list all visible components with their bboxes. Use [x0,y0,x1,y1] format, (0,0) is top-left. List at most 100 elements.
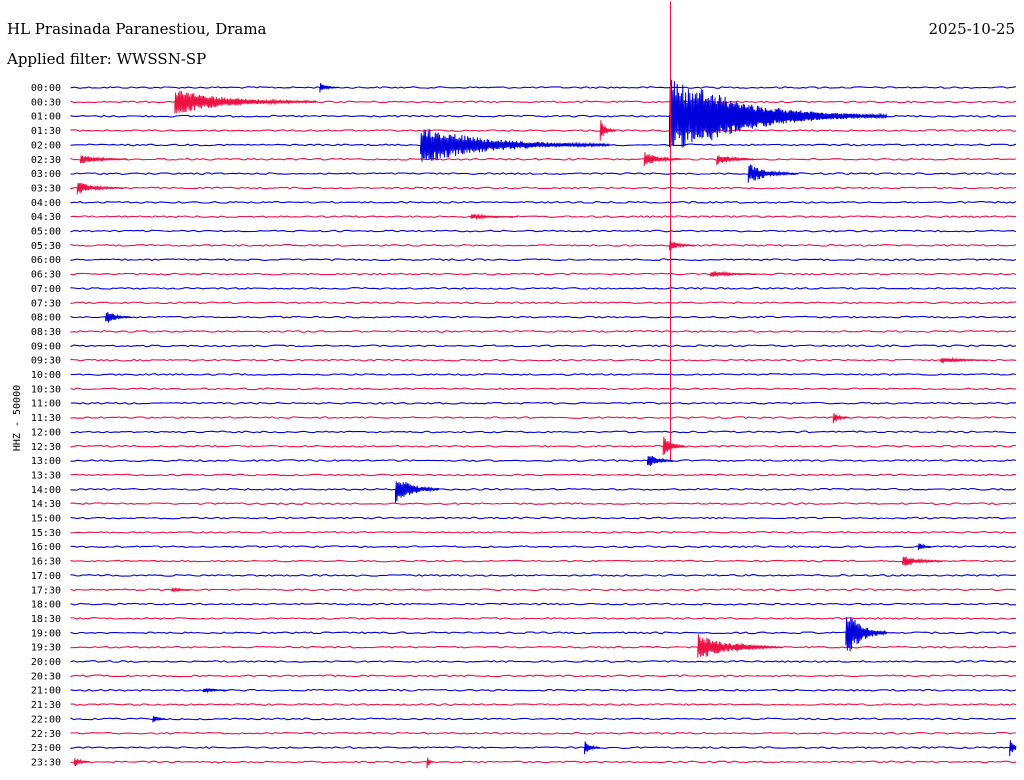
row-time-label: 19:30 [31,643,61,654]
trace-row [70,502,1017,505]
row-time-label: 02:00 [31,140,61,151]
row-time-label: 04:30 [31,212,61,223]
seismic-event [470,213,519,221]
seismic-traces [70,86,1017,764]
row-time-label: 07:00 [31,284,61,295]
seismic-event [171,586,191,594]
seismic-event [599,120,616,141]
seismic-event [202,687,229,694]
seismic-event [395,481,440,503]
trace-row [70,330,1017,333]
row-time-label: 09:00 [31,341,61,352]
trace-row [70,674,1017,678]
trace-row [70,272,1017,276]
row-time-label: 23:00 [31,743,61,754]
trace-row [70,760,1017,764]
row-time-label: 22:30 [31,729,61,740]
trace-row [70,215,1017,219]
trace-row [70,602,1016,606]
seismic-event [647,455,673,467]
row-time-label: 10:00 [31,370,61,381]
trace-row [70,430,1017,434]
seismic-event [420,129,611,162]
seismic-event [697,89,888,141]
row-time-label: 06:00 [31,255,61,266]
date-label: 2025-10-25 [928,20,1015,38]
trace-row [70,387,1016,391]
seismic-event [319,83,339,93]
trace-row [70,487,1017,491]
row-time-label: 09:30 [31,356,61,367]
seismic-event [105,312,132,323]
row-time-label: 06:30 [31,270,61,281]
row-time-label: 20:30 [31,671,61,682]
seismic-event [716,155,755,166]
seismic-event [710,270,758,278]
row-time-label: 11:30 [31,413,61,424]
row-time-label: 08:30 [31,327,61,338]
row-time-label: 10:30 [31,384,61,395]
seismic-event [1009,740,1017,757]
station-title: HL Prasinada Paranestiou, Drama [7,20,267,38]
row-time-label: 05:30 [31,241,61,252]
seismic-event [426,757,434,769]
trace-row [70,746,1017,750]
row-time-label: 11:00 [31,399,61,410]
trace-row [70,401,1017,405]
trace-row [70,86,1017,89]
row-time-label: 20:00 [31,657,61,668]
row-time-label: 14:30 [31,499,61,510]
row-time-label: 03:00 [31,169,61,180]
row-time-label: 05:00 [31,227,61,238]
trace-row [70,645,1016,649]
seismic-event [73,758,90,767]
filter-label: Applied filter: WWSSN-SP [7,50,207,68]
row-time-label: 12:00 [31,427,61,438]
trace-row [70,157,1017,161]
row-time-label: 00:00 [31,83,61,94]
row-time-label: 01:00 [31,112,61,123]
trace-row [70,516,1017,520]
trace-row [70,286,1017,290]
seismic-event [152,716,166,723]
row-time-label: 13:00 [31,456,61,467]
row-time-label: 13:30 [31,470,61,481]
row-time-label: 23:30 [31,757,61,768]
trace-row [70,545,1017,549]
trace-row [70,373,1017,376]
row-time-label: 17:00 [31,571,61,582]
trace-row [70,459,1017,463]
trace-row [70,416,1017,419]
seismic-events [73,1,1017,769]
row-time-label: 22:00 [31,714,61,725]
trace-row [70,301,1017,305]
row-time-label: 14:00 [31,485,61,496]
trace-row [70,531,1017,534]
trace-row [70,243,1017,247]
trace-row [70,186,1017,190]
row-time-label: 17:30 [31,585,61,596]
row-time-label: 15:30 [31,528,61,539]
seismic-event [643,152,682,167]
trace-row [70,703,1017,706]
seismic-event [174,90,317,114]
row-time-label: 21:30 [31,700,61,711]
seismic-event [76,182,125,195]
time-axis-labels: 00:00 00:30 01:00 01:30 02:00 02:30 03:00 03:30… [31,83,61,768]
trace-row [70,617,1017,620]
row-time-label: 18:30 [31,614,61,625]
row-time-label: 15:00 [31,514,61,525]
row-time-label: 12:30 [31,442,61,453]
trace-row [70,473,1017,477]
row-time-label: 03:30 [31,183,61,194]
row-time-label: 21:00 [31,686,61,697]
row-time-label: 18:00 [31,600,61,611]
trace-row [70,660,1017,663]
seismic-event [917,543,932,550]
row-time-label: 04:00 [31,198,61,209]
trace-row [70,573,1017,577]
trace-row [70,358,1017,362]
seismic-event [735,643,783,652]
seismic-event [832,412,850,424]
